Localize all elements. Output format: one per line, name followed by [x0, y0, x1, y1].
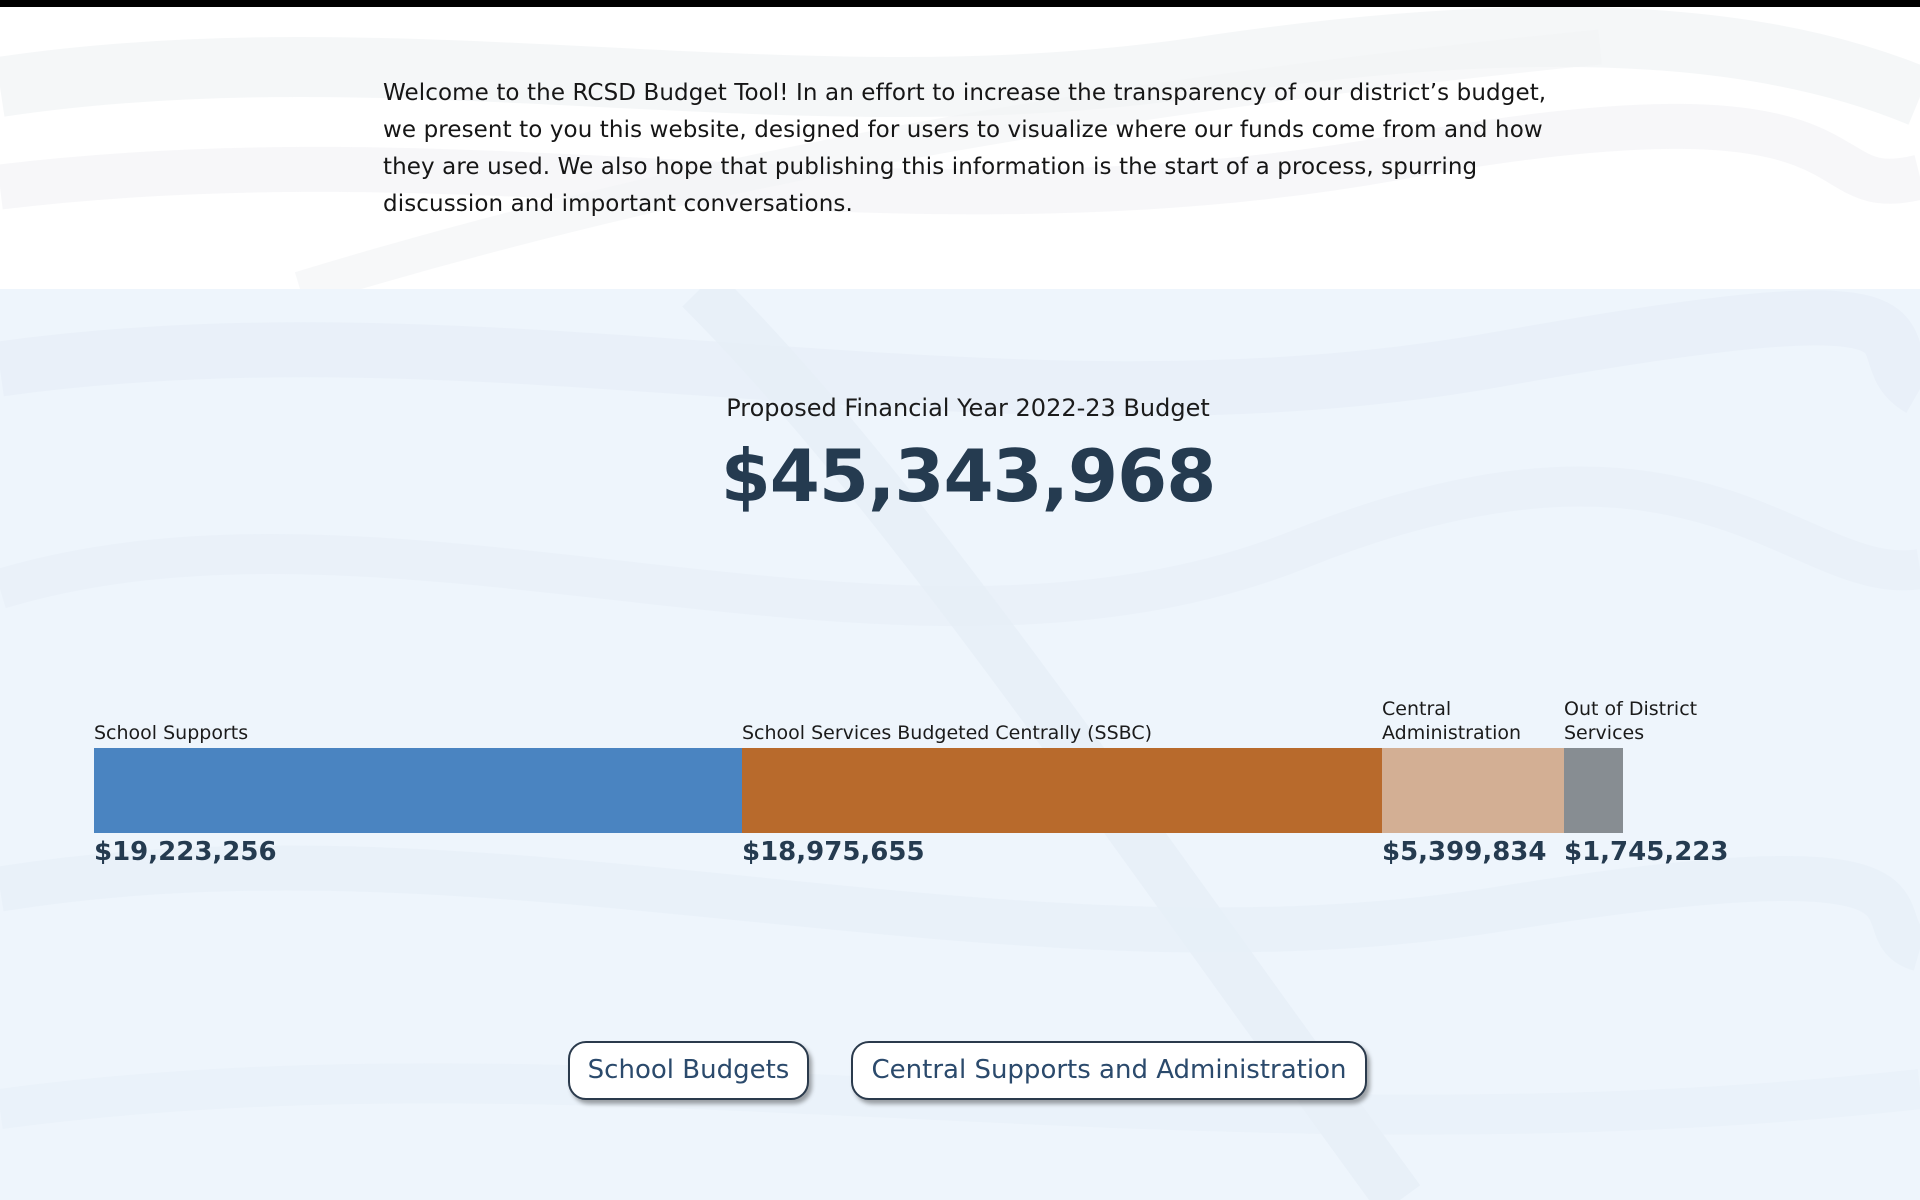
- bar-segment-ssbc[interactable]: [742, 748, 1382, 833]
- bar-value-ssbc: $18,975,655: [742, 837, 925, 867]
- budget-section: Proposed Financial Year 2022-23 Budget $…: [0, 289, 1920, 1200]
- background-wave-decoration: [0, 289, 1920, 1200]
- budget-total: $45,343,968: [720, 434, 1217, 518]
- bar-value-out-of-district-services: $1,745,223: [1564, 837, 1729, 867]
- school-budgets-button[interactable]: School Budgets: [568, 1041, 809, 1100]
- central-supports-button[interactable]: Central Supports and Administration: [851, 1041, 1367, 1100]
- bar-segment-out-of-district-services[interactable]: [1564, 748, 1623, 833]
- intro-section: Welcome to the RCSD Budget Tool! In an e…: [0, 7, 1920, 289]
- budget-subtitle: Proposed Financial Year 2022-23 Budget: [726, 394, 1210, 422]
- bar-label-out-of-district-services: Out of District Services: [1564, 698, 1698, 744]
- bar-segment-central-administration[interactable]: [1382, 748, 1564, 833]
- bar-segment-school-supports[interactable]: [94, 748, 742, 833]
- bar-value-central-administration: $5,399,834: [1382, 837, 1547, 867]
- navigation-buttons: School Budgets Central Supports and Admi…: [0, 1041, 1920, 1101]
- bar-label-ssbc: School Services Budgeted Centrally (SSBC…: [742, 722, 1153, 744]
- bar-label-central-administration: Central Administration: [1382, 698, 1522, 744]
- intro-paragraph: Welcome to the RCSD Budget Tool! In an e…: [383, 80, 1547, 217]
- background-wave-decoration: [0, 7, 1920, 289]
- top-border: [0, 0, 1920, 7]
- bar-value-school-supports: $19,223,256: [94, 837, 277, 867]
- bar-label-school-supports: School Supports: [94, 722, 249, 744]
- budget-breakdown-chart: School Supports $19,223,256 School Service…: [94, 679, 1854, 867]
